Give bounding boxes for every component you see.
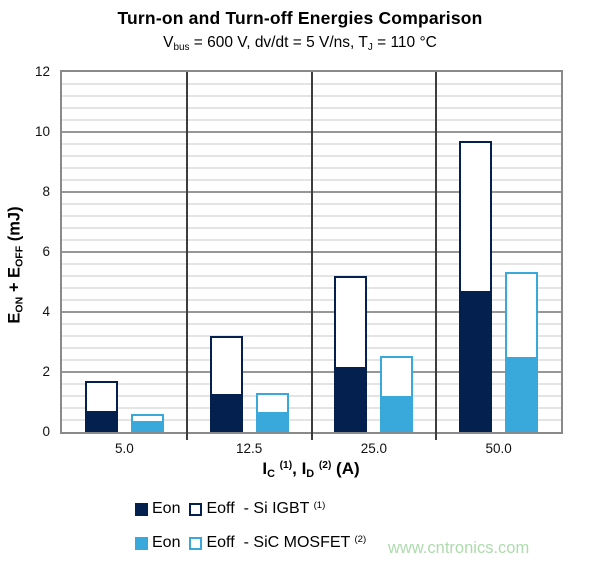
- bar-sic-mosfet-12.5: [255, 393, 289, 432]
- rich-text-part: bus: [173, 42, 190, 54]
- x-tick-label: 50.0: [485, 441, 512, 456]
- eoff-segment: [459, 141, 493, 293]
- bar-sic-mosfet-50.0: [505, 271, 539, 432]
- rich-text-part: = 600 V, dv/dt = 5 V/ns, T: [189, 34, 368, 51]
- legend-row-si-igbt: Eon Eoff - Si IGBT (1): [135, 499, 366, 519]
- eoff-segment: [334, 276, 368, 369]
- eon-segment: [255, 414, 289, 432]
- rich-text-part: - Si IGBT: [243, 500, 314, 517]
- rich-text-part: V: [163, 34, 174, 51]
- rich-text-part: + E: [5, 266, 24, 297]
- legend-series-name: - SiC MOSFET (2): [244, 534, 367, 552]
- eoff-segment: [84, 381, 118, 413]
- eon-segment: [505, 358, 539, 432]
- watermark: www.cntronics.com: [388, 539, 530, 557]
- eon-segment: [334, 369, 368, 432]
- legend: Eon Eoff - Si IGBT (1) Eon Eoff - SiC MOSFET …: [135, 499, 366, 567]
- eon-segment: [130, 423, 164, 432]
- legend-swatch-eoff-outline: [189, 536, 203, 550]
- y-tick-label: 8: [42, 184, 50, 199]
- legend-series-name: - Si IGBT (1): [244, 500, 326, 518]
- rich-text-part: C: [267, 468, 275, 481]
- rich-text-part: (2): [354, 533, 367, 545]
- category-separator: [185, 72, 188, 440]
- bar-si-igbt-25.0: [334, 276, 368, 432]
- legend-eoff-label: Eoff: [206, 500, 235, 517]
- legend-eoff-label: Eoff: [206, 534, 235, 551]
- rich-text-part: , I: [292, 459, 307, 478]
- legend-swatch-eon-filled: [135, 536, 148, 550]
- legend-eon-label: Eon: [152, 500, 181, 517]
- rich-text-part: (1): [313, 499, 326, 511]
- legend-row-sic-mosfet: Eon Eoff - SiC MOSFET (2): [135, 533, 366, 553]
- y-tick-label: 6: [42, 244, 50, 259]
- legend-swatch-eon-filled: [135, 502, 148, 516]
- y-tick-label: 12: [34, 64, 50, 79]
- category-separator: [310, 72, 313, 440]
- rich-text-part: D: [306, 468, 315, 481]
- legend-swatch-eoff-outline: [189, 502, 203, 516]
- bar-si-igbt-12.5: [209, 336, 243, 432]
- eon-segment: [459, 292, 493, 432]
- eoff-segment: [255, 393, 289, 414]
- x-tick-label: 12.5: [235, 441, 263, 456]
- rich-text-part: I: [262, 459, 268, 478]
- rich-text-part: (1): [279, 460, 293, 472]
- x-tick-label: 25.0: [360, 441, 388, 456]
- bar-si-igbt-5.0: [84, 381, 118, 432]
- x-tick-label: 5.0: [114, 441, 134, 456]
- y-tick-label: 2: [42, 364, 50, 379]
- rich-text-part: (2): [318, 460, 332, 472]
- eon-segment: [380, 397, 414, 432]
- rich-text-part: [314, 459, 319, 478]
- eon-segment: [209, 396, 243, 432]
- chart-subtitle: Vbus = 600 V, dv/dt = 5 V/ns, TJ = 110 °…: [0, 34, 600, 54]
- y-tick-label: 0: [42, 424, 50, 439]
- eoff-segment: [209, 336, 243, 396]
- eon-segment: [84, 412, 118, 432]
- category-separator: [435, 72, 438, 440]
- x-axis-title: IC (1), ID (2) (A): [262, 459, 360, 481]
- bar-si-igbt-50.0: [459, 141, 493, 432]
- rich-text-part: - SiC MOSFET: [243, 534, 355, 551]
- y-tick-label: 4: [42, 304, 50, 319]
- rich-text-part: (A): [331, 459, 360, 478]
- legend-eon-label: Eon: [152, 534, 181, 551]
- chart-title: Turn-on and Turn-off Energies Comparison: [117, 8, 483, 28]
- bar-sic-mosfet-25.0: [380, 355, 414, 432]
- bar-sic-mosfet-5.0: [130, 414, 164, 432]
- plot-area: [60, 70, 563, 440]
- rich-text-part: (mJ): [5, 206, 24, 246]
- eoff-segment: [505, 271, 539, 359]
- eoff-segment: [130, 414, 164, 423]
- y-tick-label: 10: [34, 124, 50, 139]
- plot-inner: [62, 72, 561, 440]
- eoff-segment: [380, 355, 414, 398]
- rich-text-part: = 110 °C: [372, 34, 437, 51]
- rich-text-part: J: [367, 42, 373, 54]
